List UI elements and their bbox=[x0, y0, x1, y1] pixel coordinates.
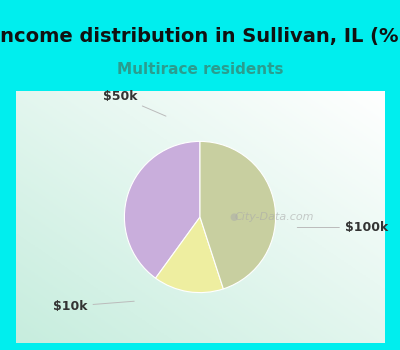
Wedge shape bbox=[156, 217, 223, 293]
Text: Income distribution in Sullivan, IL (%): Income distribution in Sullivan, IL (%) bbox=[0, 27, 400, 46]
Text: $10k: $10k bbox=[53, 300, 134, 313]
Wedge shape bbox=[124, 141, 200, 278]
Text: $100k: $100k bbox=[297, 221, 388, 234]
Text: $50k: $50k bbox=[102, 90, 166, 116]
Text: ●: ● bbox=[229, 212, 238, 222]
Text: City-Data.com: City-Data.com bbox=[234, 212, 314, 222]
Text: Multirace residents: Multirace residents bbox=[117, 63, 283, 77]
Wedge shape bbox=[200, 141, 276, 289]
